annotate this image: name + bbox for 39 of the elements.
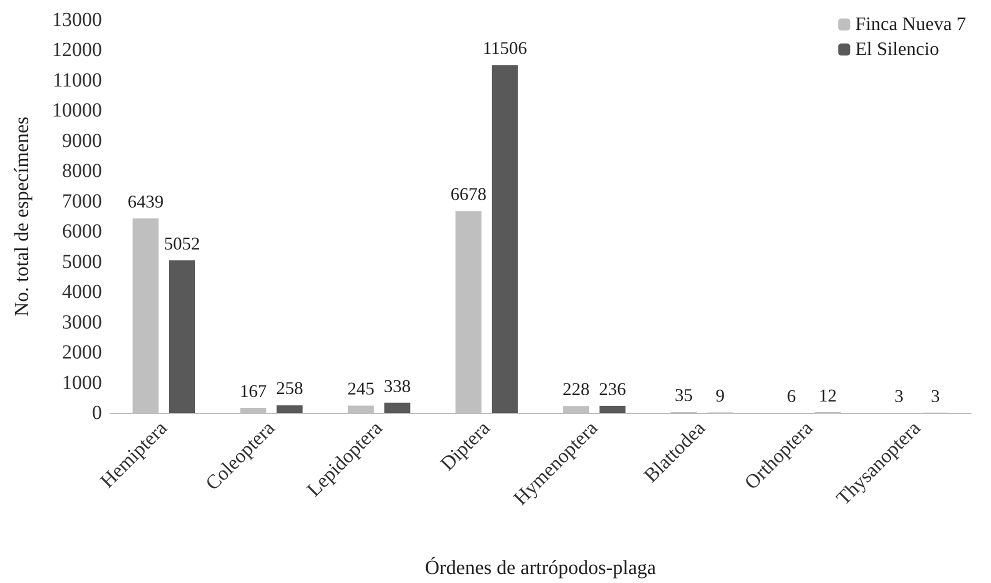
y-tick-label: 3000 <box>62 311 102 334</box>
data-label: 228 <box>562 379 590 400</box>
y-tick-label: 9000 <box>62 130 102 152</box>
y-tick-label: 13000 <box>52 9 102 31</box>
y-tick-label: 5000 <box>62 250 102 273</box>
y-tick-label: 4000 <box>62 281 102 304</box>
bar <box>276 405 303 413</box>
bar <box>492 65 518 413</box>
bar <box>169 260 196 413</box>
data-label: 245 <box>347 378 374 399</box>
data-label: 35 <box>674 384 693 405</box>
data-label: 3 <box>930 386 940 406</box>
data-label: 6678 <box>450 184 486 204</box>
bar <box>600 406 626 413</box>
y-tick-label: 10000 <box>52 100 102 122</box>
y-tick-label: 7000 <box>62 190 102 212</box>
legend-label: El Silencio <box>855 39 940 60</box>
data-label: 12 <box>818 386 837 406</box>
y-tick-label: 8000 <box>62 160 102 182</box>
data-label: 167 <box>240 380 267 401</box>
y-tick-label: 1000 <box>62 372 102 394</box>
data-label: 338 <box>384 376 411 396</box>
data-label: 6439 <box>128 191 164 212</box>
data-label: 6 <box>786 386 796 406</box>
y-tick-label: 11000 <box>52 69 102 92</box>
data-label: 9 <box>716 386 725 406</box>
data-label: 3 <box>894 386 904 406</box>
legend-label: Finca Nueva 7 <box>855 14 966 35</box>
x-axis-title: Órdenes de artrópodos-plaga <box>424 556 656 579</box>
y-axis-title: No. total de especímenes <box>11 116 33 316</box>
data-label: 236 <box>599 378 626 399</box>
data-label: 5052 <box>164 233 200 254</box>
data-label: 11506 <box>482 38 528 58</box>
y-tick-label: 6000 <box>62 220 102 243</box>
y-tick-label: 12000 <box>52 39 102 62</box>
y-tick-label: 0 <box>92 402 102 424</box>
y-tick-label: 2000 <box>62 342 102 364</box>
bar <box>384 402 410 413</box>
data-label: 258 <box>276 378 304 398</box>
